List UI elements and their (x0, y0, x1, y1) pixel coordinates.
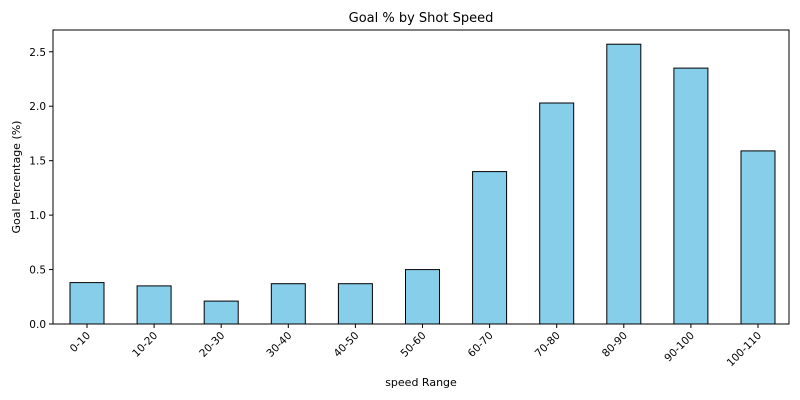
x-tick-label: 100-110 (725, 330, 765, 370)
x-tick-label: 30-40 (264, 330, 294, 360)
bar-10-20 (136, 285, 172, 325)
bar-60-70 (472, 171, 508, 325)
bar-90-100 (673, 67, 709, 325)
x-ticks-group: 0-10 10-20 20-30 30-40 40-50 50-60 60-70 70-80 8… (68, 324, 764, 369)
x-tick-label: 90-100 (662, 330, 697, 365)
plot-frame (52, 29, 790, 325)
bar-30-40 (270, 283, 306, 325)
y-tick-label: 1.0 (29, 210, 46, 222)
x-tick-label: 80-90 (600, 330, 630, 360)
y-ticks-group: 0.0 0.5 1.0 1.5 2.0 2.5 (29, 47, 53, 331)
y-tick-label: 1.5 (29, 156, 46, 168)
bar-20-30 (203, 300, 239, 325)
bar-100-110 (740, 150, 776, 325)
x-tick-label: 40-50 (331, 330, 361, 360)
x-axis-label: speed Range (385, 376, 457, 389)
y-tick-label: 0.0 (29, 319, 46, 331)
bar-80-90 (606, 43, 642, 325)
x-tick-label: 70-80 (533, 330, 563, 360)
y-tick-label: 0.5 (29, 265, 46, 277)
y-tick-label: 2.0 (29, 101, 46, 113)
x-tick-label: 10-20 (130, 330, 160, 360)
chart-title: Goal % by Shot Speed (349, 11, 494, 26)
x-tick-label: 50-60 (399, 330, 429, 360)
y-tick-label: 2.5 (29, 47, 46, 59)
bars-group (69, 43, 776, 325)
bar-70-80 (539, 102, 575, 325)
x-tick-label: 60-70 (466, 330, 496, 360)
x-tick-label: 20-30 (197, 330, 227, 360)
y-axis-label: Goal Percentage (%) (10, 121, 23, 234)
bar-0-10 (69, 282, 105, 325)
bar-40-50 (337, 283, 373, 325)
bar-50-60 (405, 269, 440, 325)
x-tick-label: 0-10 (68, 330, 93, 355)
